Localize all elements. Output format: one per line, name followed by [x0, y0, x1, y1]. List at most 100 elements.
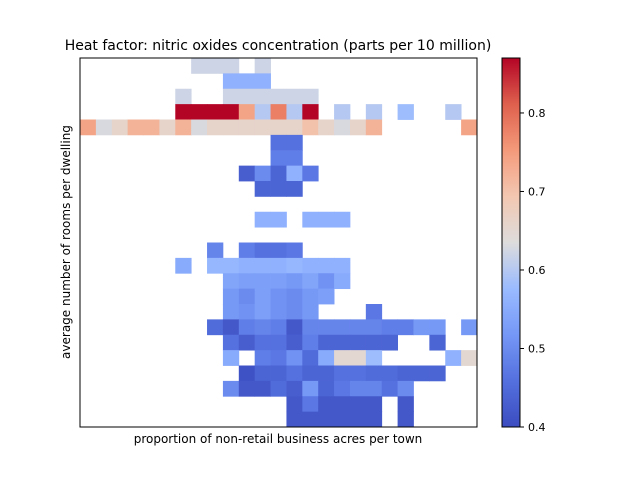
heatmap-cell: [254, 257, 271, 274]
heatmap-cell: [381, 380, 398, 397]
heatmap-cell: [238, 273, 256, 290]
heatmap-cell: [254, 273, 271, 290]
heatmap-cell: [349, 119, 367, 136]
heatmap-cell: [222, 304, 240, 320]
heatmap-cell: [207, 257, 224, 274]
heatmap-cell: [254, 242, 271, 259]
heatmap-cell: [238, 365, 256, 382]
heatmap-cell: [334, 119, 351, 136]
heatmap-cell: [349, 396, 367, 413]
heatmap-cell: [270, 88, 287, 105]
heatmap-cell: [318, 257, 335, 274]
heatmap-cell: [207, 58, 224, 74]
heatmap-cell: [461, 319, 478, 336]
heatmap-cell: [222, 58, 240, 74]
heatmap-cell: [318, 380, 335, 397]
heatmap-cell: [286, 242, 303, 259]
heatmap-cell: [349, 365, 367, 382]
heatmap-cell: [286, 273, 303, 290]
heatmap-cell: [95, 119, 113, 136]
heatmap-cell: [270, 134, 287, 151]
heatmap-cell: [365, 350, 383, 366]
heatmap-cell: [286, 181, 303, 197]
heatmap-cell: [334, 257, 351, 274]
colorbar-tick-label: 0.7: [528, 185, 546, 198]
heatmap-cell: [302, 350, 319, 366]
heatmap-cell: [381, 319, 398, 336]
heatmap-cell: [254, 304, 271, 320]
heatmap-cell: [302, 88, 319, 105]
heatmap-cell: [429, 365, 446, 382]
heatmap-cell: [334, 273, 351, 290]
heatmap-cell: [270, 257, 287, 274]
heatmap-cell: [318, 273, 335, 290]
heatmap-cell: [302, 396, 319, 413]
heatmap-cell: [222, 288, 240, 305]
heatmap-cell: [349, 380, 367, 397]
heatmap-cell: [334, 104, 351, 120]
heatmap-cell: [302, 319, 319, 336]
heatmap-cell: [429, 334, 446, 351]
heatmap-cell: [286, 304, 303, 320]
heatmap-cell: [349, 319, 367, 336]
heatmap-cell: [302, 380, 319, 397]
heatmap-cell: [286, 88, 303, 105]
heatmap-cell: [270, 165, 287, 182]
heatmap-cell: [222, 334, 240, 351]
heatmap-cell: [334, 411, 351, 428]
heatmap-cell: [286, 365, 303, 382]
heatmap-cell: [318, 365, 335, 382]
heatmap-cell: [286, 380, 303, 397]
heatmap-cell: [191, 119, 208, 136]
heatmap-cell: [365, 104, 383, 120]
heatmap-cell: [254, 334, 271, 351]
heatmap-cell: [286, 119, 303, 136]
heatmap-cell: [238, 304, 256, 320]
heatmap-cell: [238, 88, 256, 105]
heatmap-cell: [334, 334, 351, 351]
x-axis-label: proportion of non-retail business acres …: [134, 432, 423, 446]
heatmap-cell: [397, 319, 414, 336]
heatmap-cell: [286, 165, 303, 182]
heatmap-cell: [270, 288, 287, 305]
heatmap-cell: [254, 73, 271, 90]
heatmap-cell: [429, 319, 446, 336]
heatmap-cell: [127, 119, 144, 136]
heatmap-cell: [238, 257, 256, 274]
heatmap-cell: [254, 119, 271, 136]
heatmap-cell: [207, 104, 224, 120]
heatmap-cell: [286, 334, 303, 351]
heatmap-cell: [270, 319, 287, 336]
heatmap-cell: [334, 211, 351, 228]
heatmap-cell: [254, 88, 271, 105]
heatmap-cell: [365, 119, 383, 136]
chart-title: Heat factor: nitric oxides concentration…: [65, 38, 492, 54]
heatmap-cell: [302, 304, 319, 320]
heatmap-cell: [302, 119, 319, 136]
heatmap-cell: [334, 380, 351, 397]
heatmap-cell: [365, 304, 383, 320]
heatmap-cell: [461, 350, 478, 366]
heatmap-cell: [222, 104, 240, 120]
heatmap-cell: [397, 365, 414, 382]
colorbar-tick-label: 0.5: [528, 342, 546, 355]
heatmap-cell: [365, 396, 383, 413]
heatmap-cell: [270, 334, 287, 351]
heatmap-cell: [334, 319, 351, 336]
heatmap-cell: [270, 211, 287, 228]
colorbar-ticks: 0.4 0.5 0.6 0.7 0.8: [520, 107, 546, 434]
heatmap-cell: [286, 150, 303, 167]
heatmap-cell: [222, 73, 240, 90]
heatmap-cell: [286, 104, 303, 120]
heatmap-cell: [318, 319, 335, 336]
heatmap-cell: [286, 134, 303, 151]
heatmap-cell: [365, 319, 383, 336]
heatmap-cell: [445, 104, 462, 120]
heatmap-cell: [302, 165, 319, 182]
heatmap-cell: [270, 380, 287, 397]
heatmap-cell: [254, 319, 271, 336]
heatmap-cell: [175, 88, 192, 105]
heatmap-cell: [270, 350, 287, 366]
heatmap-cell: [302, 104, 319, 120]
